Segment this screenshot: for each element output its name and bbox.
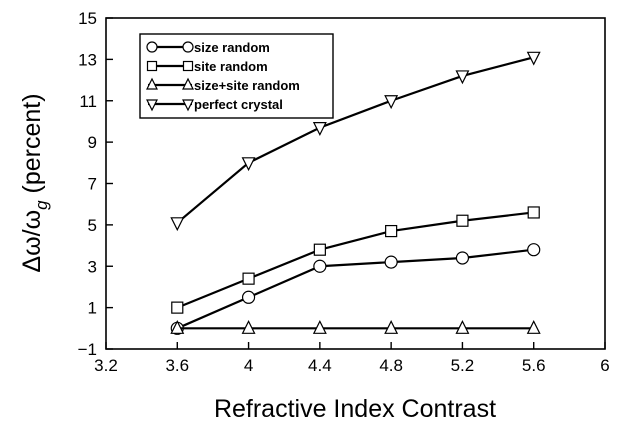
- y-axis-title-subscript: g: [32, 200, 51, 210]
- data-point-triangle-down: [241, 157, 256, 172]
- data-point-triangle-up: [170, 319, 185, 334]
- series-line: [176, 211, 534, 309]
- y-tick-label: 1: [88, 299, 97, 318]
- x-tick-label: 4.4: [308, 356, 332, 375]
- series-site-random: [171, 206, 540, 314]
- y-axis-title-suffix: (percent): [18, 93, 46, 200]
- data-point-circle: [455, 251, 470, 265]
- y-axis-title: Δω/ωg (percent): [18, 93, 51, 272]
- data-point-triangle-down: [455, 70, 470, 85]
- y-tick-label: 9: [88, 133, 97, 152]
- legend-marker-triangle-up: [182, 77, 194, 90]
- plot-frame: [105, 17, 606, 350]
- x-tick-label: 5.2: [451, 356, 475, 375]
- series-size-random: [170, 243, 541, 335]
- data-point-square: [171, 301, 184, 314]
- y-tick-label: 13: [78, 50, 97, 69]
- legend-marker-square: [146, 60, 158, 72]
- data-point-triangle-up: [526, 319, 541, 334]
- legend-marker-circle: [146, 41, 158, 53]
- legend: size random site random size+site random pe…: [139, 33, 334, 119]
- legend-item: size+site random: [146, 77, 300, 93]
- x-tick-label: 4.8: [379, 356, 403, 375]
- legend-marker-circle: [182, 41, 194, 53]
- data-point-circle: [384, 255, 398, 269]
- legend-item: perfect crystal: [146, 97, 283, 112]
- data-point-triangle-down: [526, 51, 541, 66]
- series-size-site-random: [170, 319, 541, 334]
- data-point-triangle-down: [170, 217, 185, 232]
- data-point-triangle-up: [312, 319, 327, 334]
- data-point-triangle-up: [384, 319, 399, 334]
- y-axis-title-main: Δω/ω: [18, 210, 46, 273]
- series-line: [176, 56, 534, 224]
- data-point-square: [527, 206, 540, 219]
- data-point-circle: [313, 259, 327, 273]
- data-point-circle: [527, 243, 541, 257]
- data-point-triangle-down: [312, 122, 327, 136]
- legend-label: size random: [194, 40, 270, 55]
- data-point-circle: [241, 290, 256, 304]
- legend-marker-triangle-down: [146, 99, 158, 112]
- y-tick-label: −1: [78, 340, 97, 359]
- y-tick-label: 15: [78, 9, 97, 28]
- data-point-triangle-down: [384, 95, 399, 110]
- y-tick-label: 3: [88, 257, 97, 276]
- y-tick-label: 11: [79, 92, 97, 111]
- series-perfect-crystal: [170, 51, 541, 232]
- x-tick-label: 6: [600, 356, 609, 375]
- series-layer: [170, 51, 541, 335]
- x-tick-label: 3.6: [165, 356, 189, 375]
- data-point-triangle-up: [241, 319, 256, 334]
- x-tick-label: 4: [244, 356, 253, 375]
- legend-item: size random: [146, 40, 270, 55]
- legend-marker-square: [182, 60, 194, 72]
- data-point-square: [456, 214, 469, 227]
- y-tick-label: 5: [88, 216, 97, 235]
- legend-marker-triangle-down: [182, 99, 194, 112]
- series-line: [176, 248, 534, 330]
- x-axis-title: Refractive Index Contrast: [214, 395, 496, 423]
- data-point-triangle-up: [455, 319, 470, 334]
- data-point-square: [313, 243, 326, 256]
- data-point-square: [385, 224, 398, 238]
- y-tick-label: 7: [88, 175, 97, 194]
- data-point-square: [242, 272, 255, 285]
- x-tick-label: 3.2: [94, 356, 118, 375]
- legend-label: perfect crystal: [194, 97, 283, 112]
- legend-item: site random: [146, 59, 268, 74]
- legend-label: size+site random: [194, 78, 300, 93]
- legend-marker-triangle-up: [146, 77, 158, 90]
- x-tick-label: 5.6: [522, 356, 546, 375]
- legend-label: site random: [194, 59, 268, 74]
